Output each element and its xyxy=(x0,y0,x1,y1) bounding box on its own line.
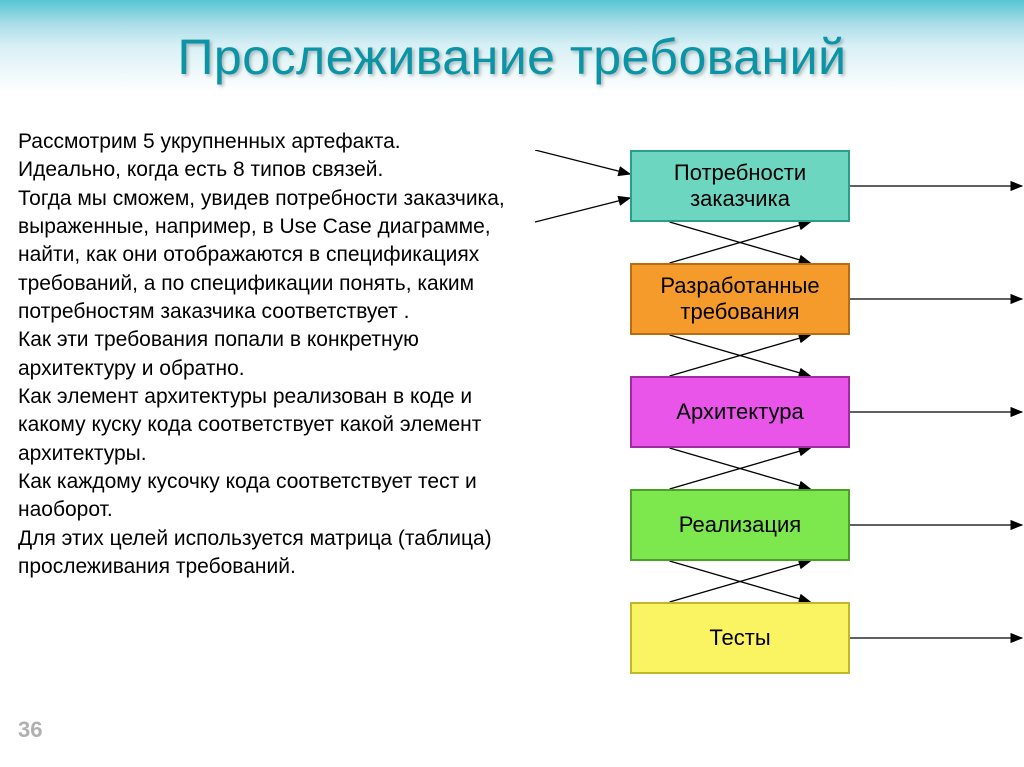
flow-box-1: Разработанные требования xyxy=(630,263,850,335)
body-line: Тогда мы сможем, увидев потребности зака… xyxy=(18,185,538,327)
body-line: Как элемент архитектуры реализован в код… xyxy=(18,383,538,468)
flow-box-2: Архитектура xyxy=(630,376,850,448)
flow-box-4: Тесты xyxy=(630,602,850,674)
flow-box-3: Реализация xyxy=(630,489,850,561)
body-paragraph: Рассмотрим 5 укрупненных артефакта.Идеал… xyxy=(18,128,538,582)
slide: Прослеживание требований Рассмотрим 5 ук… xyxy=(0,0,1024,767)
body-line: Как эти требования попали в конкретную а… xyxy=(18,326,538,383)
body-line: Как каждому кусочку кода соответствует т… xyxy=(18,468,538,525)
body-line: Для этих целей используется матрица (таб… xyxy=(18,525,538,582)
page-number: 36 xyxy=(18,717,42,743)
body-line: Рассмотрим 5 укрупненных артефакта. xyxy=(18,128,538,156)
slide-title: Прослеживание требований xyxy=(0,28,1024,86)
body-line: Идеально, когда есть 8 типов связей. xyxy=(18,156,538,184)
flow-diagram: Потребности заказчика Разработанные требо… xyxy=(535,150,1024,740)
flow-box-0: Потребности заказчика xyxy=(630,150,850,222)
